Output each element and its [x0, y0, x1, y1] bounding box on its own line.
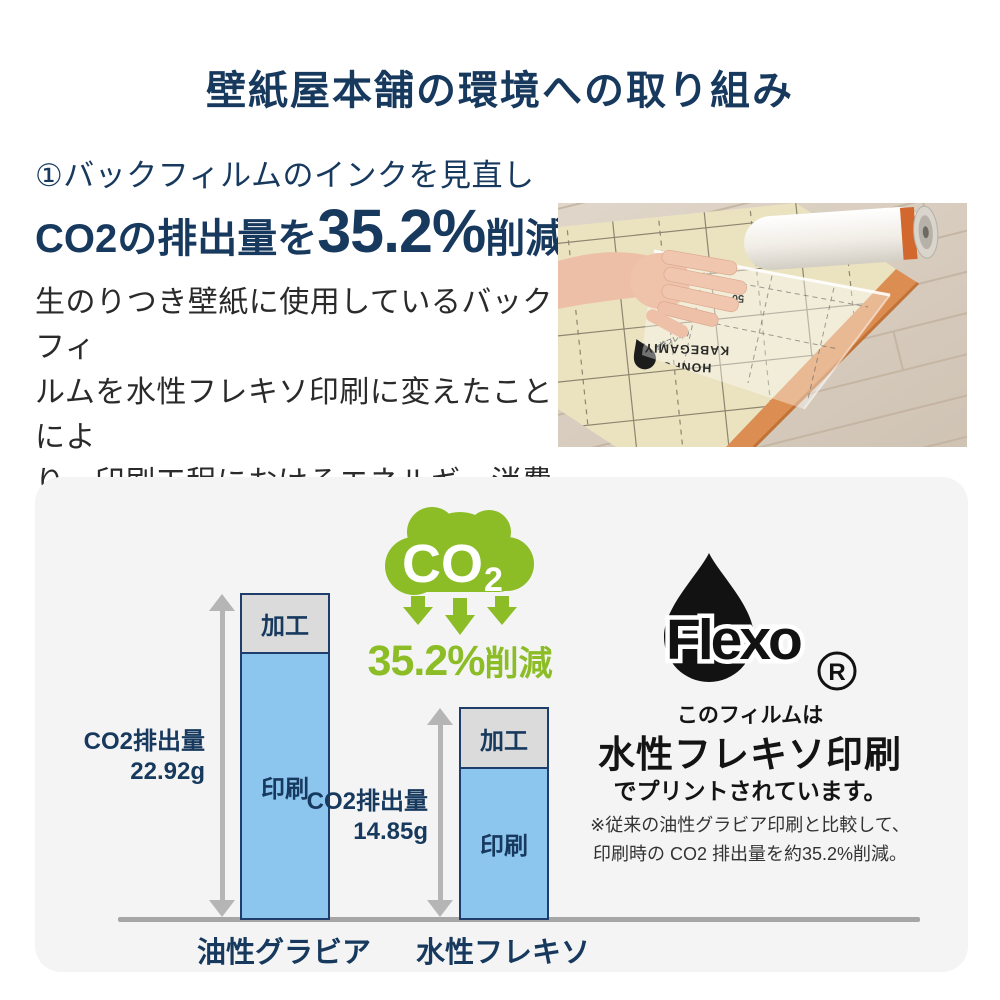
- flexo-caption-line2: 水性フレキソ印刷: [598, 734, 902, 775]
- category-label-suisei-flexo: 水性フレキソ: [415, 937, 590, 969]
- down-arrow-icon: [487, 596, 517, 625]
- flexo-footnote-line2: 印刷時の CO2 排出量を約35.2%削減。: [592, 844, 908, 864]
- registered-trademark-icon: R: [817, 651, 857, 691]
- segment-label: 印刷: [480, 833, 528, 860]
- film-brand-text-1: KABEGAMIYA: [635, 340, 730, 357]
- down-arrow-icon: [445, 598, 475, 635]
- co2-reduction-headline: CO2の排出量を35.2%削減: [35, 198, 565, 281]
- co2-cloud-badge: CO 2: [374, 496, 546, 638]
- page-title: 壁紙屋本舗の環境への取り組み: [206, 69, 794, 113]
- bar-segment-insatsu: 印刷: [242, 654, 328, 918]
- emission-value: 14.85g: [353, 818, 428, 845]
- co2-headline-prefix: CO2の排出量を: [35, 217, 318, 261]
- measure-arrow-icon: [209, 594, 235, 917]
- measure-arrow-icon: [427, 708, 453, 917]
- film-side-highlight: [803, 294, 891, 410]
- bar-segment-kakou: 加工: [461, 709, 547, 769]
- category-label-yusei-gravure: 油性グラビア: [196, 937, 371, 969]
- flexo-caption-line3: でプリントされています。: [613, 778, 887, 804]
- hand: [558, 249, 747, 338]
- co2-cloud-icon: CO 2: [385, 507, 534, 635]
- registered-letter: R: [828, 659, 845, 686]
- flexo-brand-text: Flexo: [666, 608, 801, 672]
- segment-label: 加工: [261, 613, 309, 640]
- emission-total-label-0: CO2排出量 22.92g: [84, 727, 205, 787]
- product-photo: 水性フレキソ KABEGAMIYA HONPO: [408, 85, 1000, 558]
- cloud-gas-text: CO: [402, 534, 483, 594]
- reduction-value: 35.2%: [367, 637, 486, 685]
- bar-segment-kakou: 加工: [242, 595, 328, 654]
- cloud-gas-subscript: 2: [484, 561, 503, 599]
- flexo-logo: Flexo R: [652, 549, 864, 691]
- film-roll: [744, 205, 939, 271]
- flexo-footnote-line1: ※従来の油性グラビア印刷と比較して、: [590, 815, 910, 835]
- flexo-caption-line1: このフィルムは: [676, 704, 824, 727]
- segment-label: 印刷: [261, 775, 309, 803]
- co2-headline-suffix: 削減: [485, 217, 566, 261]
- emission-label: CO2排出量: [306, 788, 428, 815]
- reduction-callout: 35.2%削減: [358, 636, 562, 686]
- flexo-droplet-icon: Flexo R: [662, 553, 857, 691]
- segment-label: 加工: [480, 727, 528, 755]
- product-photo-illustration: 水性フレキソ KABEGAMIYA HONPO: [408, 85, 1000, 558]
- co2-headline-percent: 35.2%: [317, 197, 486, 265]
- emission-label: CO2排出量: [83, 728, 205, 755]
- clear-film: [642, 251, 890, 409]
- section-heading: ①バックフィルムのインクを見直し: [35, 158, 535, 193]
- emission-value: 22.92g: [130, 758, 205, 785]
- bar-yusei-gravure: 加工 印刷: [240, 593, 330, 920]
- bar-suisei-flexo: 加工 印刷: [459, 707, 549, 920]
- reduction-suffix: 削減: [484, 645, 553, 683]
- bar-segment-insatsu: 印刷: [461, 769, 547, 918]
- down-arrow-icon: [403, 596, 433, 625]
- emission-total-label-1: CO2排出量 14.85g: [307, 787, 428, 847]
- backing-orange-edge: [726, 269, 918, 447]
